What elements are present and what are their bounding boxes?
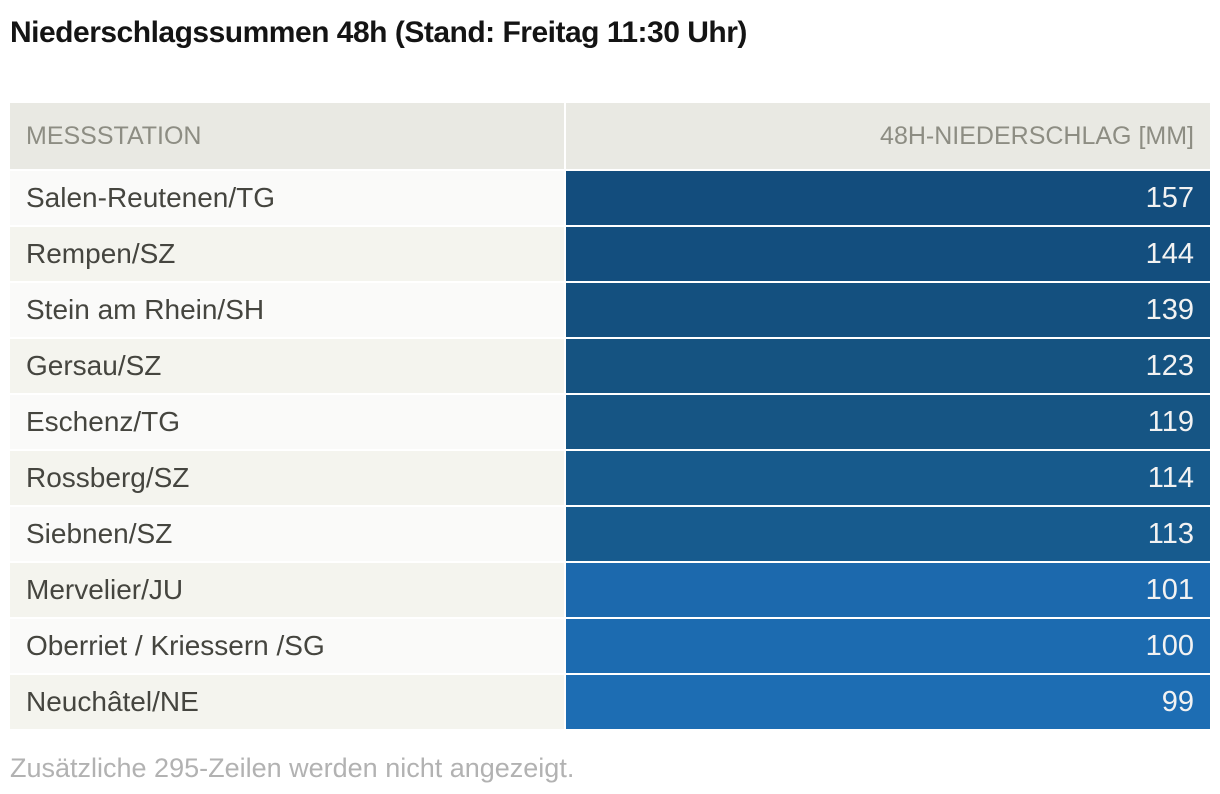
station-name: Gersau/SZ: [10, 339, 564, 393]
table-row: Rossberg/SZ 114: [10, 451, 1210, 505]
value-bar: 157: [566, 171, 1210, 225]
precipitation-table: MESSSTATION 48H-NIEDERSCHLAG [MM] Salen-…: [10, 103, 1210, 731]
table-row: Salen-Reutenen/TG 157: [10, 171, 1210, 225]
page-title: Niederschlagssummen 48h (Stand: Freitag …: [10, 16, 747, 49]
value-bar: 101: [566, 563, 1210, 617]
hidden-rows-note: Zusätzliche 295-Zeilen werden nicht ange…: [10, 753, 575, 783]
station-name: Eschenz/TG: [10, 395, 564, 449]
table-row: Neuchâtel/NE 99: [10, 675, 1210, 729]
table-row: Stein am Rhein/SH 139: [10, 283, 1210, 337]
table-row: Mervelier/JU 101: [10, 563, 1210, 617]
station-name: Siebnen/SZ: [10, 507, 564, 561]
column-header-value: 48H-NIEDERSCHLAG [MM]: [566, 103, 1210, 169]
station-name: Rempen/SZ: [10, 227, 564, 281]
value-bar: 139: [566, 283, 1210, 337]
station-name: Stein am Rhein/SH: [10, 283, 564, 337]
value-bar: 113: [566, 507, 1210, 561]
station-name: Salen-Reutenen/TG: [10, 171, 564, 225]
table-row: Gersau/SZ 123: [10, 339, 1210, 393]
station-name: Oberriet / Kriessern /SG: [10, 619, 564, 673]
column-header-station: MESSSTATION: [10, 103, 564, 169]
station-name: Rossberg/SZ: [10, 451, 564, 505]
value-bar: 144: [566, 227, 1210, 281]
value-bar: 119: [566, 395, 1210, 449]
table-row: Rempen/SZ 144: [10, 227, 1210, 281]
value-bar: 114: [566, 451, 1210, 505]
value-bar: 99: [566, 675, 1210, 729]
table-row: Oberriet / Kriessern /SG 100: [10, 619, 1210, 673]
station-name: Mervelier/JU: [10, 563, 564, 617]
table-row: Siebnen/SZ 113: [10, 507, 1210, 561]
value-bar: 123: [566, 339, 1210, 393]
table-body: Salen-Reutenen/TG 157 Rempen/SZ 144 Stei…: [10, 171, 1210, 729]
station-name: Neuchâtel/NE: [10, 675, 564, 729]
table-row: Eschenz/TG 119: [10, 395, 1210, 449]
table-header-row: MESSSTATION 48H-NIEDERSCHLAG [MM]: [10, 103, 1210, 169]
value-bar: 100: [566, 619, 1210, 673]
